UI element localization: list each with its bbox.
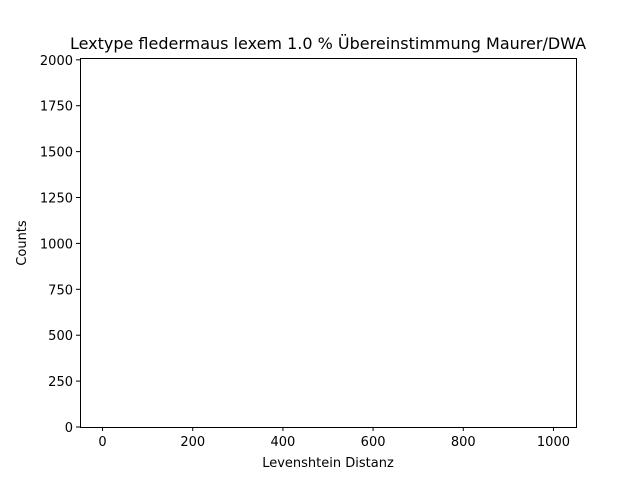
y-tick-label: 0	[65, 421, 73, 436]
x-tick-label: 1000	[537, 435, 570, 450]
x-axis: 0 200 400 600 800 1000	[98, 427, 570, 450]
x-tick-label: 200	[180, 435, 205, 450]
y-axis-label: Counts	[15, 220, 30, 266]
y-tick-label: 750	[48, 283, 73, 298]
y-tick-label: 500	[48, 329, 73, 344]
x-tick-label: 0	[98, 435, 106, 450]
y-tick-label: 1000	[40, 237, 73, 252]
y-tick-label: 1250	[40, 192, 73, 207]
chart-title: Lextype fledermaus lexem 1.0 % Übereinst…	[70, 34, 586, 53]
y-tick-label: 1500	[40, 146, 73, 161]
x-tick-label: 400	[270, 435, 295, 450]
y-axis: 0 250 500 750 1000 1250 1500 1750 2000	[40, 54, 80, 436]
x-tick-label: 600	[361, 435, 386, 450]
x-axis-label: Levenshtein Distanz	[262, 456, 394, 471]
y-tick-label: 1750	[40, 100, 73, 115]
x-tick-label: 800	[451, 435, 476, 450]
y-tick-label: 2000	[40, 54, 73, 69]
y-tick-label: 250	[48, 375, 73, 390]
plot-area-frame	[80, 58, 577, 428]
